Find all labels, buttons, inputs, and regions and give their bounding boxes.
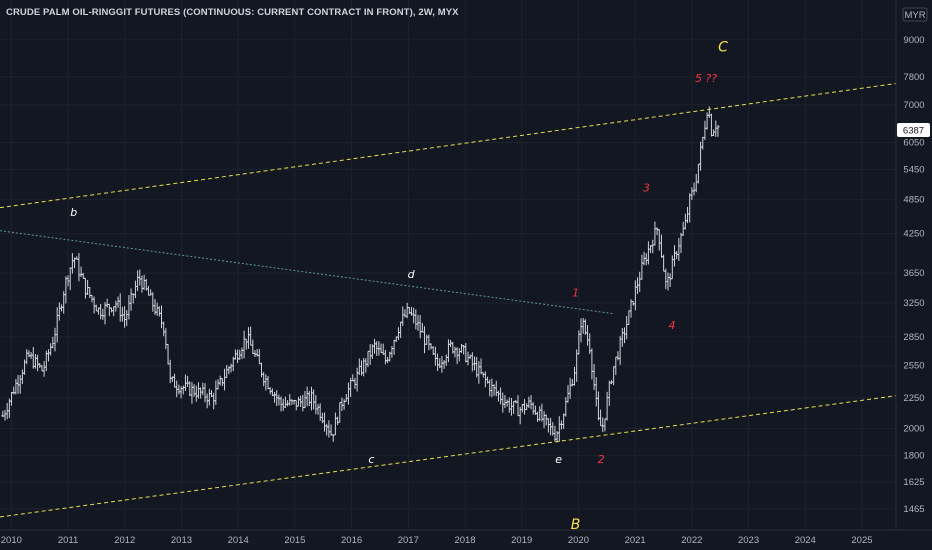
price-tick-label: 5450 bbox=[903, 164, 924, 175]
time-tick-label: 2022 bbox=[681, 535, 702, 546]
wave-label: 3 bbox=[643, 182, 650, 195]
time-tick-label: 2016 bbox=[341, 535, 362, 546]
wave-label: 4 bbox=[669, 319, 676, 332]
price-bars bbox=[1, 106, 720, 443]
time-tick-label: 2014 bbox=[228, 535, 249, 546]
price-tick-label: 7800 bbox=[903, 72, 924, 83]
currency-text: MYR bbox=[904, 10, 925, 21]
time-tick-label: 2010 bbox=[1, 535, 22, 546]
price-tick-label: 1800 bbox=[903, 451, 924, 462]
time-tick-label: 2024 bbox=[795, 535, 816, 546]
time-tick-label: 2012 bbox=[114, 535, 135, 546]
wave-label: c bbox=[368, 453, 374, 466]
chart-title: CRUDE PALM OIL-RINGGIT FUTURES (CONTINUO… bbox=[6, 7, 459, 18]
ohlc-bar bbox=[716, 124, 720, 137]
chart-grid bbox=[0, 0, 896, 530]
upper-channel-line bbox=[0, 83, 897, 209]
trendline-line bbox=[0, 230, 613, 315]
currency-label: MYR bbox=[902, 7, 928, 22]
wave-label: 5 ?? bbox=[695, 72, 717, 85]
time-tick-label: 2018 bbox=[454, 535, 475, 546]
price-tick-label: 2000 bbox=[903, 423, 924, 434]
price-tick-label: 9000 bbox=[903, 35, 924, 46]
price-tick-label: 3650 bbox=[903, 268, 924, 279]
time-tick-label: 2021 bbox=[625, 535, 646, 546]
time-tick-label: 2015 bbox=[284, 535, 305, 546]
wave-label: 1 bbox=[572, 287, 579, 300]
last-price-tag: 6387 bbox=[897, 123, 930, 137]
wave-labels: b c d e B C 1 2 3 4 5 ?? bbox=[70, 40, 728, 533]
wave-label: d bbox=[408, 268, 416, 281]
last-price-value: 6387 bbox=[903, 126, 924, 137]
price-tick-label: 1625 bbox=[903, 477, 924, 488]
wave-label: 2 bbox=[598, 453, 605, 466]
price-tick-label: 7000 bbox=[903, 100, 924, 111]
time-tick-label: 2019 bbox=[511, 535, 532, 546]
time-tick-label: 2011 bbox=[58, 535, 78, 546]
time-tick-label: 2013 bbox=[171, 535, 192, 546]
wave-label: C bbox=[718, 40, 728, 56]
price-tick-label: 2550 bbox=[903, 361, 924, 372]
time-tick-label: 2017 bbox=[398, 535, 419, 546]
price-tick-label: 3250 bbox=[903, 298, 924, 309]
price-tick-label: 4250 bbox=[903, 229, 924, 240]
time-tick-label: 2023 bbox=[738, 535, 759, 546]
time-tick-label: 2020 bbox=[568, 535, 589, 546]
price-tick-label: 6050 bbox=[903, 137, 924, 148]
time-axis[interactable]: 2010 2011 2012 2013 2014 2015 2016 2017 2018 2019… bbox=[1, 535, 873, 546]
price-tick-label: 2250 bbox=[903, 393, 924, 404]
time-tick-label: 2025 bbox=[851, 535, 872, 546]
drawn-lines bbox=[0, 83, 897, 518]
price-tick-label: 4850 bbox=[903, 195, 924, 206]
lower-channel-line bbox=[0, 395, 897, 518]
wave-label: B bbox=[571, 517, 581, 533]
wave-label: b bbox=[70, 206, 77, 219]
price-axis[interactable]: 9000 7800 7000 6050 5450 4850 4250 3650 3250 2850… bbox=[903, 35, 924, 515]
price-tick-label: 2850 bbox=[903, 332, 924, 343]
price-tick-label: 1465 bbox=[903, 504, 924, 515]
wave-label: e bbox=[555, 453, 562, 466]
